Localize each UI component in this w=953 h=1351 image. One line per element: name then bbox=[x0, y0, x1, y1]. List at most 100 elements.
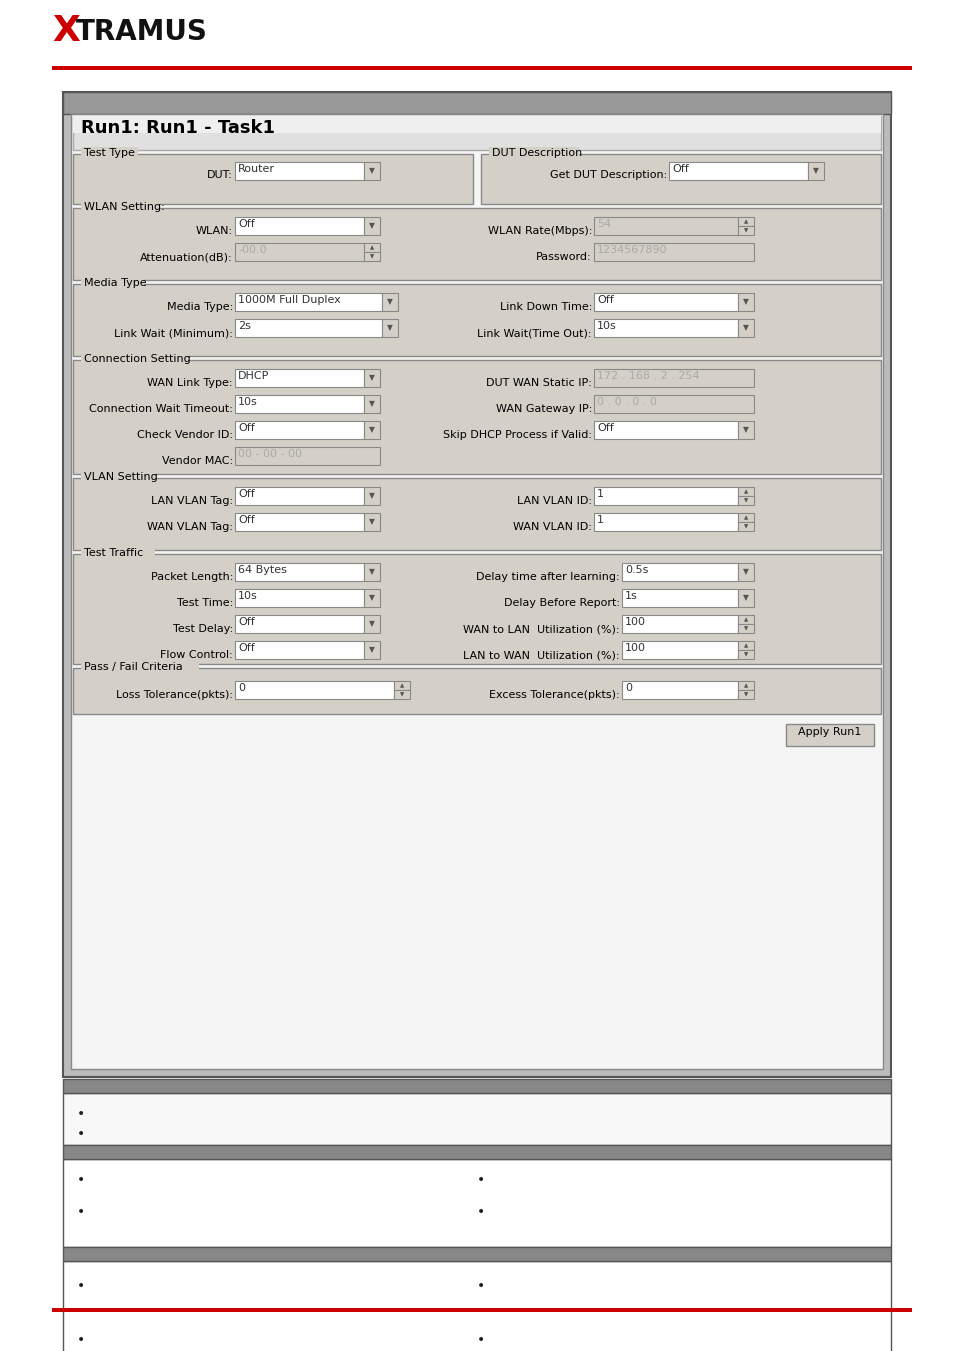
Text: ▼: ▼ bbox=[743, 524, 747, 530]
Text: ▼: ▼ bbox=[369, 567, 375, 577]
Bar bbox=[738, 486, 753, 496]
Bar bbox=[594, 513, 738, 531]
Text: ▼: ▼ bbox=[743, 228, 747, 232]
Bar bbox=[364, 640, 379, 659]
Text: LAN to WAN  Utilization (%):: LAN to WAN Utilization (%): bbox=[463, 650, 619, 661]
Bar bbox=[364, 589, 379, 607]
Bar bbox=[234, 162, 364, 180]
Text: 64 Bytes: 64 Bytes bbox=[237, 565, 287, 576]
Bar bbox=[63, 92, 890, 113]
Bar bbox=[364, 394, 379, 413]
Bar bbox=[234, 319, 381, 336]
Bar bbox=[621, 563, 738, 581]
Text: 0 . 0 . 0 . 0: 0 . 0 . 0 . 0 bbox=[597, 397, 657, 407]
Text: ▼: ▼ bbox=[742, 567, 748, 577]
Text: LAN VLAN ID:: LAN VLAN ID: bbox=[517, 496, 592, 507]
Bar bbox=[738, 650, 753, 659]
Text: 1s: 1s bbox=[624, 590, 638, 601]
Text: X: X bbox=[91, 755, 209, 885]
Text: 10s: 10s bbox=[597, 322, 616, 331]
Text: ▲: ▲ bbox=[743, 684, 747, 688]
Text: ▼: ▼ bbox=[369, 222, 375, 231]
Bar bbox=[364, 615, 379, 634]
Text: ▼: ▼ bbox=[369, 620, 375, 628]
Bar bbox=[234, 243, 364, 261]
Bar bbox=[63, 1159, 890, 1247]
Text: Excess Tolerance(pkts):: Excess Tolerance(pkts): bbox=[489, 690, 619, 700]
Bar bbox=[738, 496, 753, 505]
Bar bbox=[381, 293, 397, 311]
Text: WAN Link Type:: WAN Link Type: bbox=[148, 378, 233, 388]
Text: -00.0: -00.0 bbox=[237, 245, 266, 255]
Text: Test Type: Test Type bbox=[84, 149, 134, 158]
Bar bbox=[594, 243, 753, 261]
Text: ▼: ▼ bbox=[743, 692, 747, 697]
Text: ▼: ▼ bbox=[369, 166, 375, 176]
Text: Off: Off bbox=[237, 423, 254, 434]
Bar bbox=[738, 589, 753, 607]
Bar bbox=[738, 293, 753, 311]
Text: Link Down Time:: Link Down Time: bbox=[499, 303, 592, 312]
Bar bbox=[52, 66, 911, 70]
Text: 0: 0 bbox=[237, 684, 245, 693]
Bar bbox=[364, 486, 379, 505]
Text: •: • bbox=[476, 1205, 485, 1219]
Text: DHCP: DHCP bbox=[237, 372, 269, 381]
Text: ▲: ▲ bbox=[743, 617, 747, 621]
Bar bbox=[381, 319, 397, 336]
Text: ▼: ▼ bbox=[369, 517, 375, 527]
Text: ▼: ▼ bbox=[370, 254, 374, 259]
Text: Password:: Password: bbox=[536, 253, 592, 262]
Bar bbox=[81, 661, 199, 674]
Text: ▼: ▼ bbox=[369, 492, 375, 500]
Text: 10s: 10s bbox=[237, 397, 257, 407]
Text: WLAN:: WLAN: bbox=[195, 226, 233, 236]
Bar bbox=[807, 162, 823, 180]
Text: ▼: ▼ bbox=[743, 626, 747, 631]
Text: Connection Setting: Connection Setting bbox=[84, 354, 191, 363]
Text: ▼: ▼ bbox=[742, 297, 748, 307]
Text: X: X bbox=[149, 800, 252, 920]
Text: X: X bbox=[52, 14, 80, 49]
Bar bbox=[234, 447, 379, 465]
Bar bbox=[234, 394, 364, 413]
Bar bbox=[594, 394, 753, 413]
Text: 1: 1 bbox=[597, 489, 603, 499]
Text: •: • bbox=[476, 1279, 485, 1293]
Text: ▼: ▼ bbox=[399, 692, 404, 697]
Text: Skip DHCP Process if Valid:: Skip DHCP Process if Valid: bbox=[442, 430, 592, 440]
Text: Off: Off bbox=[237, 219, 254, 230]
Text: Media Type:: Media Type: bbox=[167, 303, 233, 312]
Bar bbox=[73, 284, 880, 357]
Bar bbox=[63, 1247, 890, 1260]
Text: 100: 100 bbox=[624, 643, 645, 653]
Text: Off: Off bbox=[237, 515, 254, 526]
Bar bbox=[73, 667, 880, 713]
Bar bbox=[394, 690, 410, 698]
Bar bbox=[81, 353, 188, 366]
Text: ▼: ▼ bbox=[387, 323, 393, 332]
Text: •: • bbox=[77, 1205, 85, 1219]
Text: Media Type: Media Type bbox=[84, 278, 147, 288]
Text: ▲: ▲ bbox=[743, 515, 747, 520]
Text: ▼: ▼ bbox=[742, 426, 748, 435]
Text: 0.5s: 0.5s bbox=[624, 565, 648, 576]
Text: VLAN Setting: VLAN Setting bbox=[84, 471, 157, 482]
Bar bbox=[594, 319, 738, 336]
Bar bbox=[489, 147, 578, 159]
Bar bbox=[594, 486, 738, 505]
Text: Packet Length:: Packet Length: bbox=[151, 571, 233, 582]
Text: Loss Tolerance(pkts):: Loss Tolerance(pkts): bbox=[116, 690, 233, 700]
Text: Test Traffic: Test Traffic bbox=[84, 549, 143, 558]
Text: Pass / Fail Criteria: Pass / Fail Criteria bbox=[84, 662, 183, 671]
Bar bbox=[480, 154, 880, 204]
Text: Check Vendor ID:: Check Vendor ID: bbox=[137, 430, 233, 440]
Text: •: • bbox=[77, 1127, 85, 1142]
Text: Connection Wait Timeout:: Connection Wait Timeout: bbox=[89, 404, 233, 413]
Text: Link Wait (Minimum):: Link Wait (Minimum): bbox=[114, 328, 233, 338]
Bar bbox=[81, 471, 154, 484]
Text: ▼: ▼ bbox=[369, 646, 375, 654]
Text: ▼: ▼ bbox=[369, 373, 375, 382]
Text: Delay Before Report:: Delay Before Report: bbox=[503, 598, 619, 608]
Bar bbox=[63, 1260, 890, 1351]
